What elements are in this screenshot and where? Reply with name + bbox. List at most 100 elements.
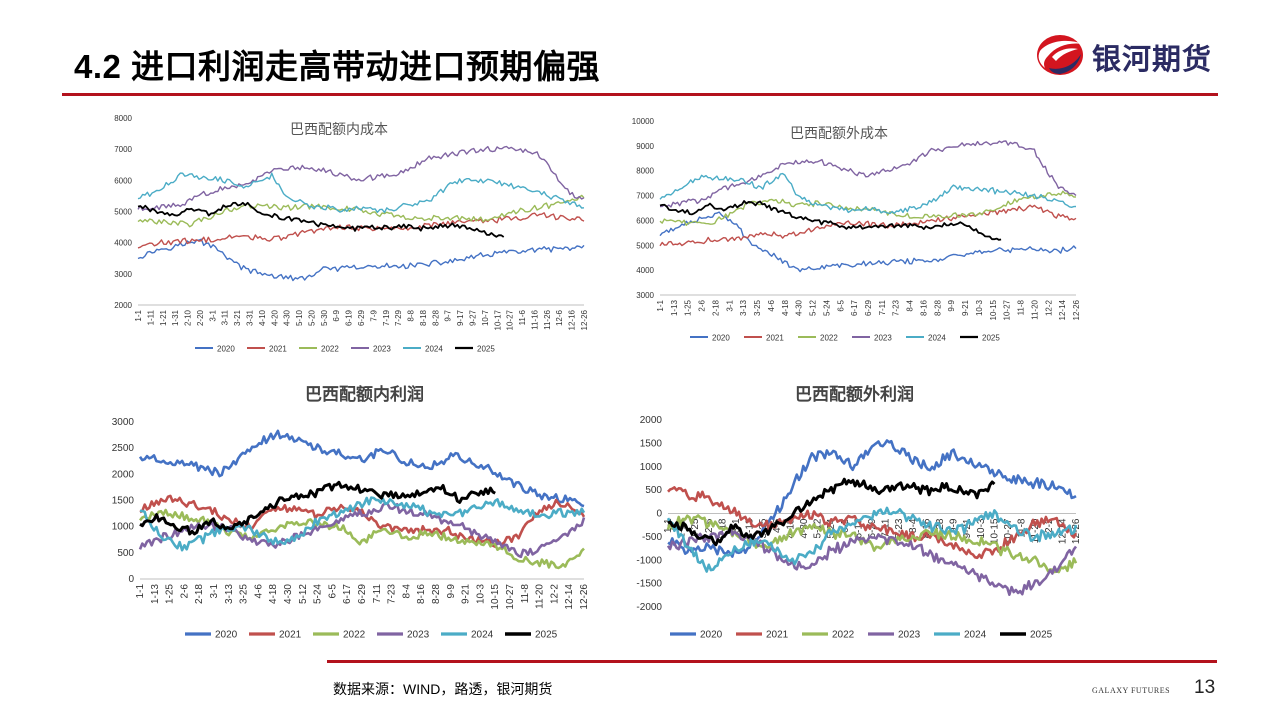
x-tick-label: 10-15 (989, 299, 998, 320)
series-line-2022 (138, 508, 585, 570)
x-tick-label: 3-31 (246, 309, 255, 326)
x-tick-label: 10-7 (481, 309, 490, 326)
chart-quota-out-cost: 巴西配额外成本 3000 4000 5000 6000 7000 8000 9000 10000… (620, 108, 1090, 353)
x-tick-label: 2-18 (711, 299, 720, 316)
x-tick-label: 4-6 (253, 584, 264, 599)
x-tick-label: 3-25 (753, 299, 762, 316)
x-tick-label: 9-9 (947, 299, 956, 311)
legend-label-2024: 2024 (425, 345, 443, 354)
y-tick-label: 6000 (114, 176, 132, 185)
x-tick-label: 8-16 (416, 584, 427, 604)
series-line-2020 (138, 429, 585, 508)
legend-label-2023: 2023 (898, 630, 921, 641)
y-tick-label: 7000 (114, 145, 132, 154)
x-tick-label: 6-5 (836, 299, 845, 311)
x-tick-label: 8-16 (919, 299, 928, 316)
y-tick-label: 1000 (112, 522, 135, 533)
x-tick-label: 12-26 (579, 584, 590, 610)
x-tick-label: 11-8 (520, 584, 531, 604)
series-line-2024 (666, 506, 1078, 573)
x-tick-label: 10-15 (989, 518, 1000, 544)
series-line-2021 (659, 204, 1077, 247)
x-tick-label: 7-9 (369, 309, 378, 321)
x-tick-label: 10-3 (975, 299, 984, 316)
x-tick-label: 1-1 (656, 299, 665, 311)
x-tick-label: 6-29 (867, 518, 878, 538)
legend-label-2021: 2021 (269, 345, 287, 354)
x-tick-label: 5-24 (313, 584, 324, 604)
x-tick-label: 11-20 (535, 584, 546, 609)
series-line-2020 (137, 238, 585, 282)
x-tick-label: 2-10 (184, 309, 193, 326)
x-tick-label: 8-28 (933, 299, 942, 316)
x-tick-label: 12-14 (564, 584, 575, 610)
x-tick-label: 9-9 (949, 518, 960, 533)
series-line-2023 (659, 140, 1077, 208)
legend-label-2021: 2021 (766, 334, 784, 343)
y-tick-label: -1000 (636, 555, 662, 566)
x-tick-label: 12-26 (580, 309, 589, 330)
x-tick-label: 6-5 (327, 584, 338, 599)
x-tick-label: 5-20 (307, 309, 316, 326)
y-tick-label: -1500 (636, 579, 662, 590)
x-tick-label: 7-11 (878, 299, 887, 315)
x-tick-label: 8-18 (419, 309, 428, 326)
x-tick-label: 1-25 (690, 518, 701, 538)
x-tick-label: 9-7 (444, 309, 453, 321)
x-tick-label: 5-12 (809, 299, 818, 316)
x-tick-label: 3-1 (208, 309, 217, 321)
x-tick-label: 5-24 (826, 518, 837, 538)
brand-english-name: GALAXY FUTURES (1092, 686, 1171, 695)
x-tick-label: 3-13 (739, 299, 748, 316)
x-tick-label: 3-13 (224, 584, 235, 604)
x-tick-label: 4-18 (268, 584, 279, 604)
x-tick-label: 11-8 (1017, 299, 1026, 315)
x-tick-label: 11-16 (530, 309, 539, 329)
x-tick-label: 4-20 (270, 309, 279, 326)
x-tick-label: 6-29 (864, 299, 873, 316)
x-tick-label: 8-28 (431, 309, 440, 326)
x-tick-label: 7-23 (387, 584, 398, 604)
legend-label-2022: 2022 (832, 630, 855, 641)
y-tick-label: 7000 (636, 192, 654, 201)
x-tick-label: 6-29 (357, 584, 368, 604)
x-tick-label: 11-6 (518, 309, 527, 325)
x-tick-label: 10-27 (505, 584, 516, 610)
x-tick-label: 5-30 (320, 309, 329, 326)
legend-label-2023: 2023 (874, 334, 892, 343)
legend-label-2024: 2024 (964, 630, 987, 641)
x-tick-label: 9-9 (446, 584, 457, 599)
x-tick-label: 5-12 (298, 584, 309, 604)
series-line-2025 (667, 477, 996, 547)
series-line-2025 (137, 201, 505, 238)
y-tick-label: -2000 (636, 602, 662, 613)
chart-title: 巴西配额内成本 (290, 122, 388, 138)
y-tick-label: 3000 (114, 270, 132, 279)
legend-label-2020: 2020 (217, 345, 235, 354)
legend-label-2023: 2023 (373, 345, 391, 354)
chart-title: 巴西配额外成本 (790, 126, 888, 142)
chart-quota-in-cost: 巴西配额内成本 2000 3000 4000 5000 6000 7000 8000 1-1 1-… (100, 108, 600, 363)
x-tick-label: 4-30 (283, 309, 292, 326)
slide-title: 4.2 进口利润走高带动进口预期偏强 (74, 48, 601, 85)
series-line-2025 (659, 200, 1002, 241)
series-line-2023 (666, 525, 1078, 596)
y-tick-label: 6000 (636, 216, 654, 225)
x-tick-label: 8-28 (431, 584, 442, 604)
x-tick-label: 12-14 (1058, 299, 1067, 320)
y-tick-label: 2000 (114, 301, 132, 310)
y-tick-label: -500 (642, 532, 662, 543)
chart-quota-out-profit: 巴西配额外利润 -2000 -1500 -1000 -500 0 500 1000 1500 20… (620, 378, 1090, 653)
legend-label-2021: 2021 (279, 630, 302, 641)
x-tick-label: 9-21 (461, 584, 472, 604)
legend-label-2021: 2021 (766, 630, 789, 641)
title-divider (62, 93, 1218, 96)
x-tick-label: 4-30 (283, 584, 294, 604)
series-line-2021 (139, 494, 586, 548)
x-tick-label: 10-17 (493, 309, 502, 330)
brand-logo: 银河期货 (1034, 30, 1224, 80)
series-line-2020 (667, 439, 1077, 558)
x-tick-label: 10-3 (976, 518, 987, 538)
legend-label-2020: 2020 (700, 630, 723, 641)
series-line-2021 (667, 486, 1078, 560)
